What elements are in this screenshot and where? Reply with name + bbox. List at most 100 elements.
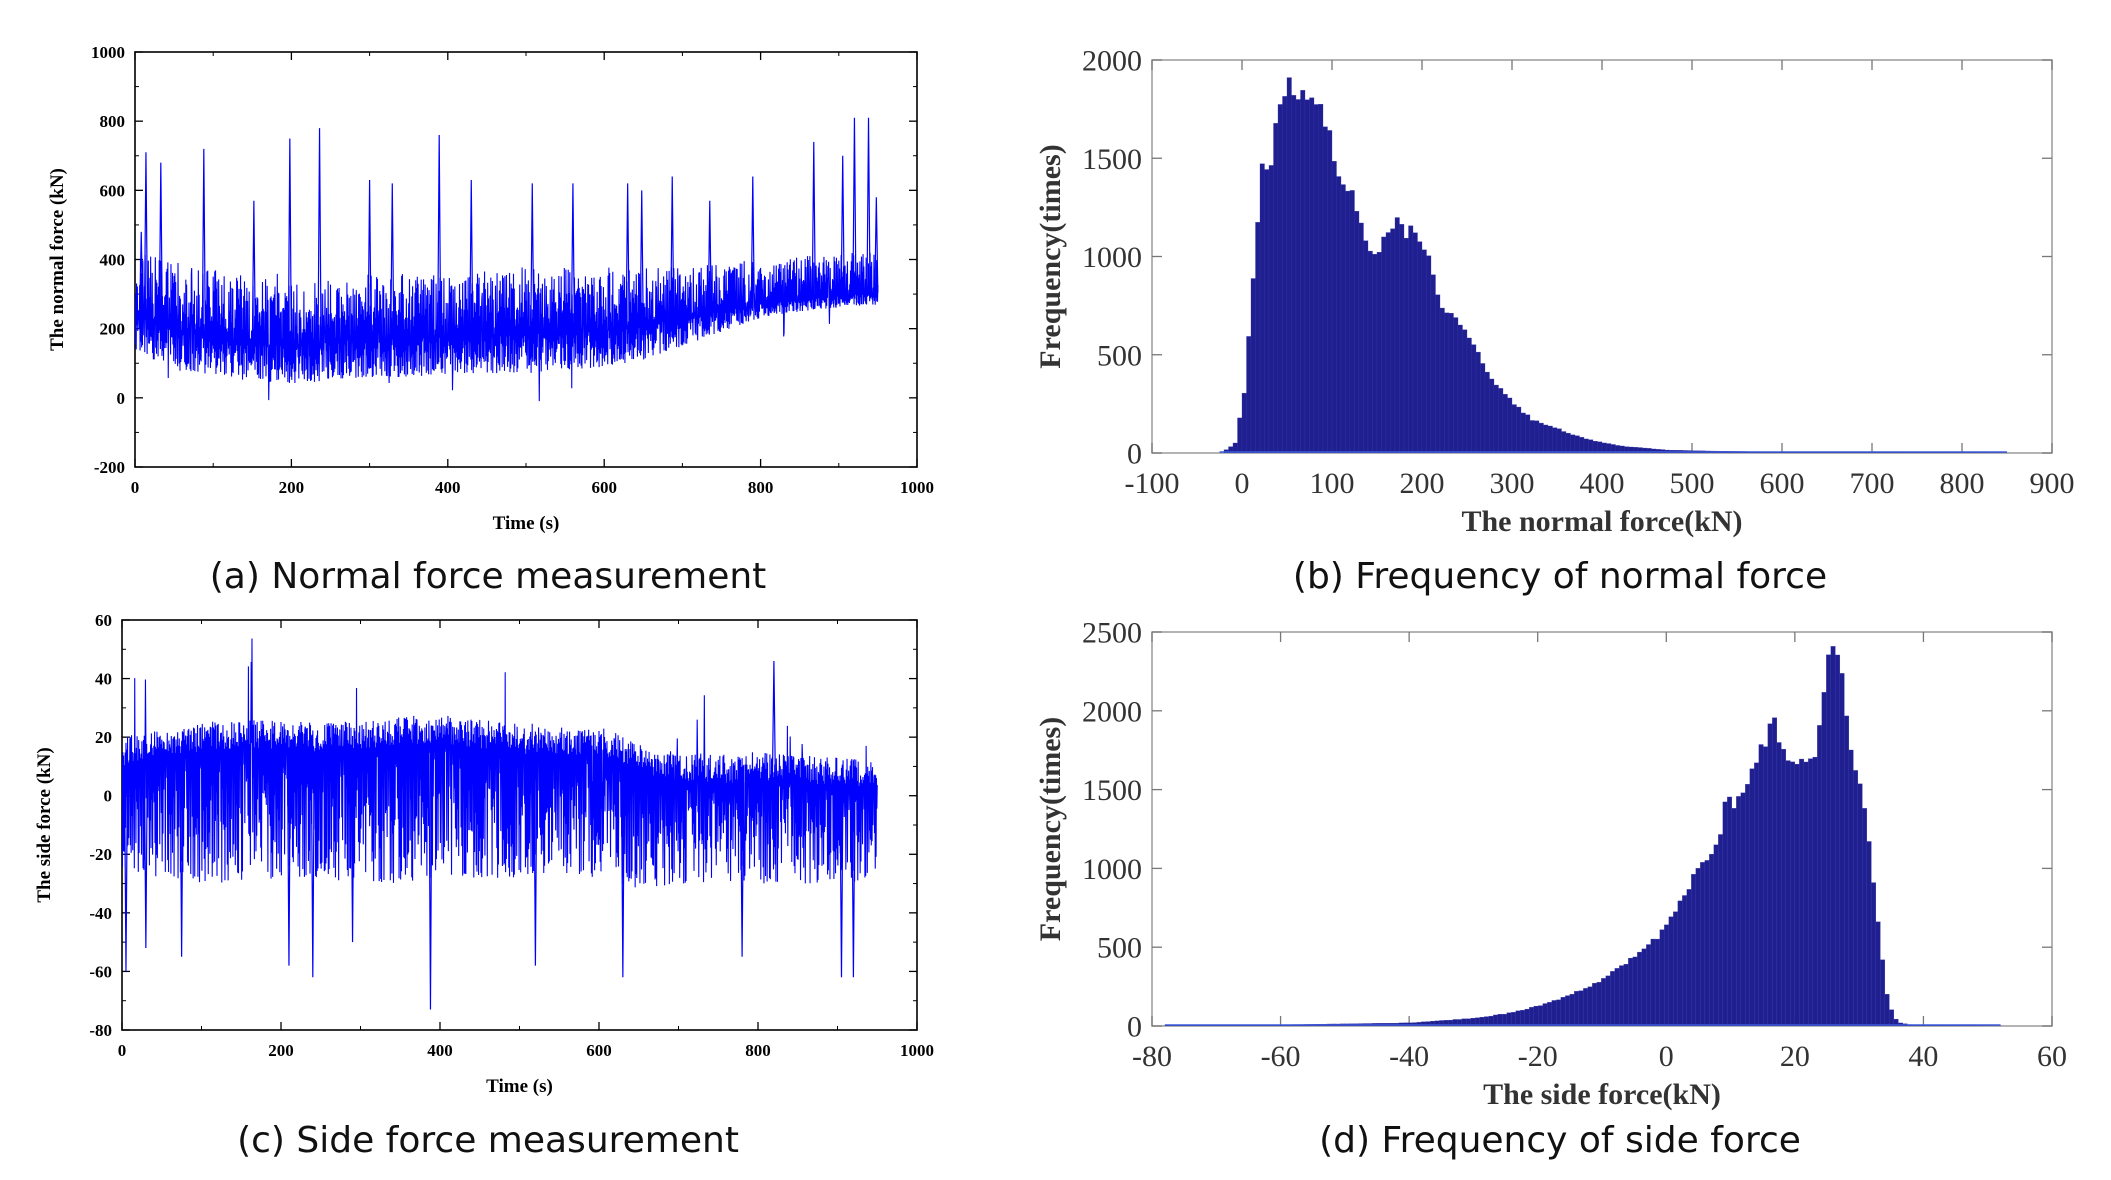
chart-d-svg: 0 500 1000 1500 2000 2500 -80 -60 -40 -20 0 20 40 60 T… (1034, 617, 2067, 1112)
spike (317, 128, 322, 344)
spike (570, 183, 576, 332)
x-tick-label: 100 (1310, 467, 1355, 500)
series-line-c (122, 638, 878, 888)
histogram-bar (1587, 986, 1593, 1026)
x-tick-label: 60 (2037, 1040, 2067, 1073)
y-tick-label: 400 (100, 250, 126, 269)
y-tick-label: -80 (89, 1021, 112, 1040)
spike (750, 176, 755, 306)
histogram-bar (1700, 862, 1706, 1026)
caption-c: (c) Side force measurement (237, 1120, 739, 1161)
histogram-bar (1381, 236, 1387, 453)
histogram-bar (1560, 997, 1566, 1026)
x-tick-label: 200 (1400, 467, 1445, 500)
histogram-bar (1570, 434, 1576, 453)
histogram-bar (1691, 874, 1697, 1026)
histogram-bar (1259, 163, 1265, 453)
histogram-bar (1821, 692, 1827, 1026)
x-tick-label: 1000 (900, 1041, 934, 1060)
y-tick-label: 20 (95, 728, 112, 747)
histogram-bar (1583, 988, 1589, 1026)
histogram-bar (1507, 397, 1513, 453)
histogram-bar (1533, 1005, 1539, 1026)
histogram-bar (1704, 860, 1710, 1026)
spike (139, 231, 144, 318)
histogram-bar (1835, 654, 1841, 1026)
histogram-bar (1637, 951, 1643, 1026)
x-tick-label: 800 (1940, 467, 1985, 500)
histogram-bar (1547, 1002, 1553, 1026)
histogram-bar (1772, 717, 1778, 1026)
spike (639, 190, 644, 326)
x-tick-label: 200 (268, 1041, 294, 1060)
chart-a-svg: -200 0 200 400 600 800 1000 0 200 400 600 800 1000 Ti… (47, 43, 934, 534)
histogram-bar (1498, 388, 1504, 453)
histogram-bar (1439, 307, 1445, 453)
y-tick-label: 500 (1097, 339, 1142, 372)
histogram-bar (1596, 982, 1602, 1026)
histogram-bar (1313, 104, 1319, 453)
x-tick-label: 40 (1908, 1040, 1938, 1073)
histogram-bar (1745, 784, 1751, 1026)
histogram-bar (1255, 222, 1261, 453)
histogram-bar (1605, 975, 1611, 1026)
histogram-bar (1556, 999, 1562, 1026)
plot-area-a (135, 117, 879, 402)
histogram-bar (1497, 1014, 1503, 1026)
histogram-bar (1529, 1007, 1535, 1026)
histogram-bar (1740, 792, 1746, 1026)
spike (469, 179, 474, 337)
x-tick-label: 0 (1235, 467, 1250, 500)
histogram-bar (1241, 392, 1247, 453)
spike (840, 155, 845, 296)
histogram-bar (1601, 978, 1607, 1026)
histogram-bar (1309, 97, 1315, 453)
chart-panel-b: 0 500 1000 1500 2000 -100 0 100 200 300 400 500 600 7… (1000, 0, 2111, 598)
histogram-bar (1444, 312, 1450, 453)
y-tick-label: 40 (95, 670, 112, 689)
y-tick-label: 500 (1097, 932, 1142, 965)
spike (367, 179, 372, 340)
x-tick-label: 800 (745, 1041, 771, 1060)
histogram-bar (1529, 420, 1535, 453)
histogram-bar (1300, 90, 1306, 453)
histogram-bar (1790, 761, 1796, 1026)
histogram-bar (1250, 278, 1256, 453)
histogram-bar (1421, 249, 1427, 453)
histogram-bar (1354, 211, 1360, 453)
histogram-bar (1578, 990, 1584, 1026)
histogram-bar (1475, 351, 1481, 453)
histogram-bar (1623, 964, 1629, 1026)
histogram-bar (1817, 725, 1823, 1026)
histogram-bar (1709, 853, 1715, 1026)
histogram-bar (1327, 130, 1333, 453)
x-tick-label: 0 (118, 1041, 127, 1060)
histogram-bar (1286, 77, 1292, 453)
histogram-bar (1291, 95, 1297, 453)
histogram-bar (1502, 1014, 1508, 1026)
x-axis-label: Time (s) (493, 513, 560, 534)
histogram-bar (1358, 222, 1364, 453)
spike (143, 152, 149, 319)
histogram-bar (1435, 294, 1441, 453)
x-tick-label: -20 (1518, 1040, 1558, 1073)
histogram-bar (1331, 161, 1337, 453)
y-tick-label: 2000 (1082, 45, 1142, 78)
histogram-bar (1426, 255, 1432, 453)
histogram-bar (1372, 254, 1378, 453)
histogram-bar (1515, 1010, 1521, 1026)
histogram-bar (1812, 756, 1818, 1026)
y-tick-label: -40 (89, 904, 112, 923)
histogram-bar (1803, 761, 1809, 1026)
spike (811, 141, 816, 299)
histogram-bar (1408, 225, 1414, 453)
histogram-bar (1448, 312, 1454, 453)
histogram-bar (1403, 237, 1409, 453)
histogram-bar (1538, 1005, 1544, 1026)
histogram-bar (1776, 742, 1782, 1026)
histogram-bar (1871, 882, 1877, 1026)
histogram-bar (1484, 371, 1490, 453)
histogram-bar (1543, 424, 1549, 453)
